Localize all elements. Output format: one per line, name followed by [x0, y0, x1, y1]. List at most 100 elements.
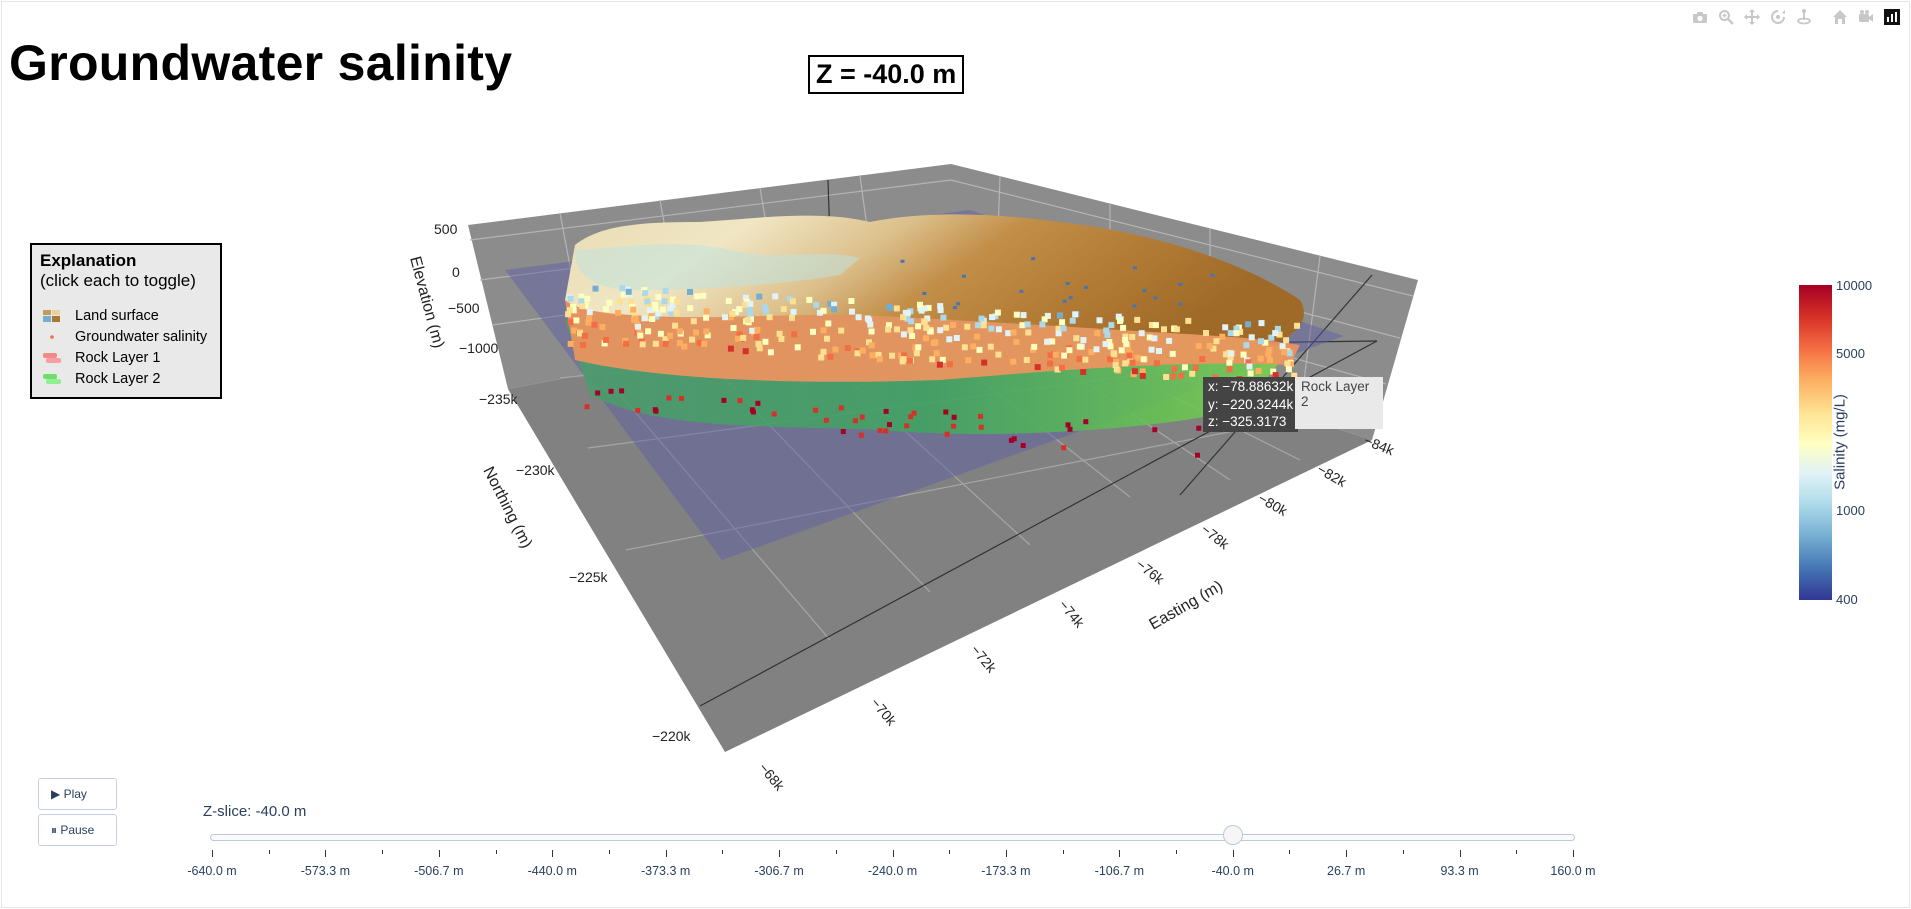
- salinity-point[interactable]: [645, 328, 652, 335]
- salinity-point[interactable]: [653, 313, 660, 320]
- salinity-point[interactable]: [877, 428, 883, 433]
- slider-step-label[interactable]: 93.3 m: [1440, 864, 1479, 878]
- salinity-point[interactable]: [1134, 354, 1141, 361]
- salinity-point[interactable]: [1142, 289, 1147, 293]
- salinity-point[interactable]: [964, 323, 971, 330]
- salinity-point[interactable]: [859, 414, 865, 420]
- legend-item-land-surface[interactable]: Land surface: [40, 305, 212, 326]
- salinity-point[interactable]: [791, 331, 798, 338]
- salinity-point[interactable]: [1226, 366, 1233, 373]
- salinity-point[interactable]: [1265, 351, 1272, 358]
- salinity-point[interactable]: [577, 330, 583, 337]
- salinity-point[interactable]: [1257, 355, 1264, 362]
- salinity-point[interactable]: [915, 344, 922, 351]
- pause-button[interactable]: ⏸ Pause: [38, 814, 117, 846]
- salinity-point[interactable]: [869, 352, 876, 359]
- salinity-point[interactable]: [1228, 350, 1235, 357]
- salinity-point[interactable]: [933, 350, 940, 357]
- slider-step-label[interactable]: -640.0 m: [187, 864, 237, 878]
- salinity-point[interactable]: [1138, 330, 1145, 337]
- salinity-point[interactable]: [1227, 354, 1234, 361]
- salinity-point[interactable]: [1279, 343, 1286, 350]
- salinity-point[interactable]: [642, 290, 649, 296]
- salinity-point[interactable]: [1065, 422, 1071, 428]
- salinity-point[interactable]: [586, 315, 593, 322]
- salinity-point[interactable]: [813, 301, 820, 308]
- salinity-point[interactable]: [703, 314, 710, 321]
- salinity-point[interactable]: [883, 428, 889, 434]
- salinity-point[interactable]: [1148, 346, 1155, 353]
- salinity-point[interactable]: [907, 327, 914, 334]
- salinity-point[interactable]: [644, 298, 651, 305]
- salinity-point[interactable]: [974, 322, 981, 329]
- salinity-point[interactable]: [667, 305, 674, 312]
- salinity-point[interactable]: [1052, 351, 1059, 358]
- salinity-point[interactable]: [567, 319, 574, 326]
- salinity-point[interactable]: [582, 302, 589, 309]
- salinity-point[interactable]: [749, 327, 756, 334]
- salinity-point[interactable]: [1288, 361, 1294, 368]
- salinity-point[interactable]: [992, 313, 999, 320]
- salinity-point[interactable]: [1011, 436, 1017, 442]
- salinity-point[interactable]: [655, 294, 662, 300]
- salinity-point[interactable]: [1080, 369, 1087, 375]
- salinity-point[interactable]: [827, 353, 834, 360]
- salinity-point[interactable]: [722, 314, 729, 321]
- salinity-point[interactable]: [1134, 316, 1141, 323]
- salinity-point[interactable]: [1073, 335, 1080, 342]
- salinity-point[interactable]: [1173, 326, 1180, 333]
- salinity-point[interactable]: [923, 335, 929, 342]
- salinity-point[interactable]: [818, 354, 825, 361]
- salinity-point[interactable]: [1248, 334, 1255, 341]
- salinity-point[interactable]: [978, 315, 985, 322]
- salinity-point[interactable]: [904, 315, 911, 322]
- salinity-point[interactable]: [703, 308, 710, 315]
- salinity-point[interactable]: [900, 331, 907, 338]
- salinity-point[interactable]: [978, 424, 984, 430]
- salinity-point[interactable]: [883, 408, 889, 414]
- salinity-point[interactable]: [1059, 364, 1066, 371]
- salinity-point[interactable]: [655, 310, 662, 317]
- salinity-point[interactable]: [1111, 351, 1118, 358]
- salinity-point[interactable]: [1125, 348, 1132, 355]
- salinity-point[interactable]: [1139, 368, 1146, 375]
- salinity-point[interactable]: [641, 315, 648, 322]
- salinity-point[interactable]: [1156, 348, 1162, 354]
- salinity-point[interactable]: [950, 322, 957, 328]
- salinity-point[interactable]: [761, 304, 768, 311]
- salinity-point[interactable]: [748, 316, 754, 323]
- legend-item-groundwater-salinity[interactable]: Groundwater salinity: [40, 326, 212, 347]
- salinity-point[interactable]: [844, 345, 851, 351]
- salinity-point[interactable]: [1020, 312, 1027, 319]
- salinity-point[interactable]: [766, 314, 773, 321]
- salinity-points[interactable]: [565, 257, 1300, 458]
- salinity-point[interactable]: [1272, 372, 1279, 379]
- salinity-point[interactable]: [961, 274, 966, 278]
- salinity-point[interactable]: [1233, 325, 1240, 332]
- salinity-point[interactable]: [689, 336, 696, 343]
- salinity-point[interactable]: [1178, 302, 1183, 306]
- salinity-point[interactable]: [736, 306, 743, 313]
- salinity-point[interactable]: [1163, 374, 1170, 380]
- salinity-point[interactable]: [981, 359, 988, 366]
- salinity-point[interactable]: [867, 321, 874, 328]
- salinity-point[interactable]: [1153, 360, 1160, 367]
- salinity-point[interactable]: [831, 306, 838, 313]
- salinity-point[interactable]: [1047, 360, 1053, 367]
- salinity-point[interactable]: [849, 308, 855, 315]
- salinity-point[interactable]: [578, 293, 585, 300]
- salinity-point[interactable]: [591, 321, 598, 328]
- salinity-point[interactable]: [704, 332, 711, 339]
- salinity-point[interactable]: [747, 310, 754, 317]
- salinity-point[interactable]: [1245, 359, 1252, 366]
- salinity-point[interactable]: [922, 292, 927, 295]
- salinity-point[interactable]: [674, 298, 681, 305]
- salinity-point[interactable]: [627, 298, 634, 305]
- salinity-point[interactable]: [1222, 324, 1229, 331]
- salinity-point[interactable]: [923, 324, 930, 331]
- slider-handle[interactable]: [1222, 825, 1243, 845]
- salinity-point[interactable]: [736, 331, 743, 338]
- salinity-point[interactable]: [1019, 289, 1024, 293]
- salinity-point[interactable]: [1025, 329, 1032, 336]
- salinity-point[interactable]: [592, 285, 599, 292]
